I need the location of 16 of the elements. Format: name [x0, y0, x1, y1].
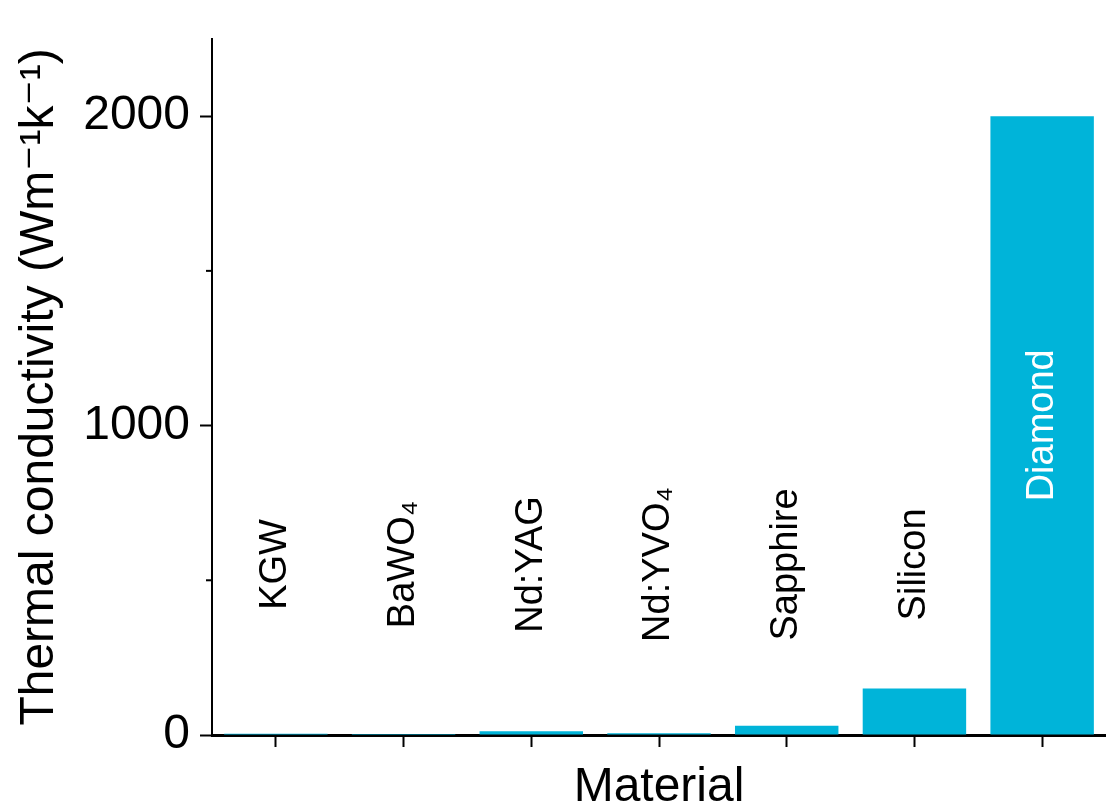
bar — [862, 688, 967, 735]
x-tick-label: BaWO₄ — [380, 500, 423, 629]
y-tick-label: 1000 — [83, 395, 190, 449]
bar — [734, 725, 839, 735]
x-axis-title: Material — [573, 758, 745, 812]
bar — [990, 116, 1094, 735]
y-tick-label: 2000 — [83, 86, 190, 140]
x-tick-label: Diamond — [1018, 349, 1061, 502]
x-tick-label: Sapphire — [763, 488, 806, 641]
x-tick-label: KGW — [252, 518, 295, 610]
y-tick-label: 0 — [163, 705, 190, 759]
x-tick-label: Nd:YVO₄ — [635, 486, 678, 642]
y-axis-title: Thermal conductivity (Wm⁻¹k⁻¹) — [10, 48, 64, 726]
bar — [479, 731, 584, 735]
x-tick-label: Nd:YAG — [507, 496, 550, 633]
x-tick-label: Silicon — [890, 508, 933, 621]
